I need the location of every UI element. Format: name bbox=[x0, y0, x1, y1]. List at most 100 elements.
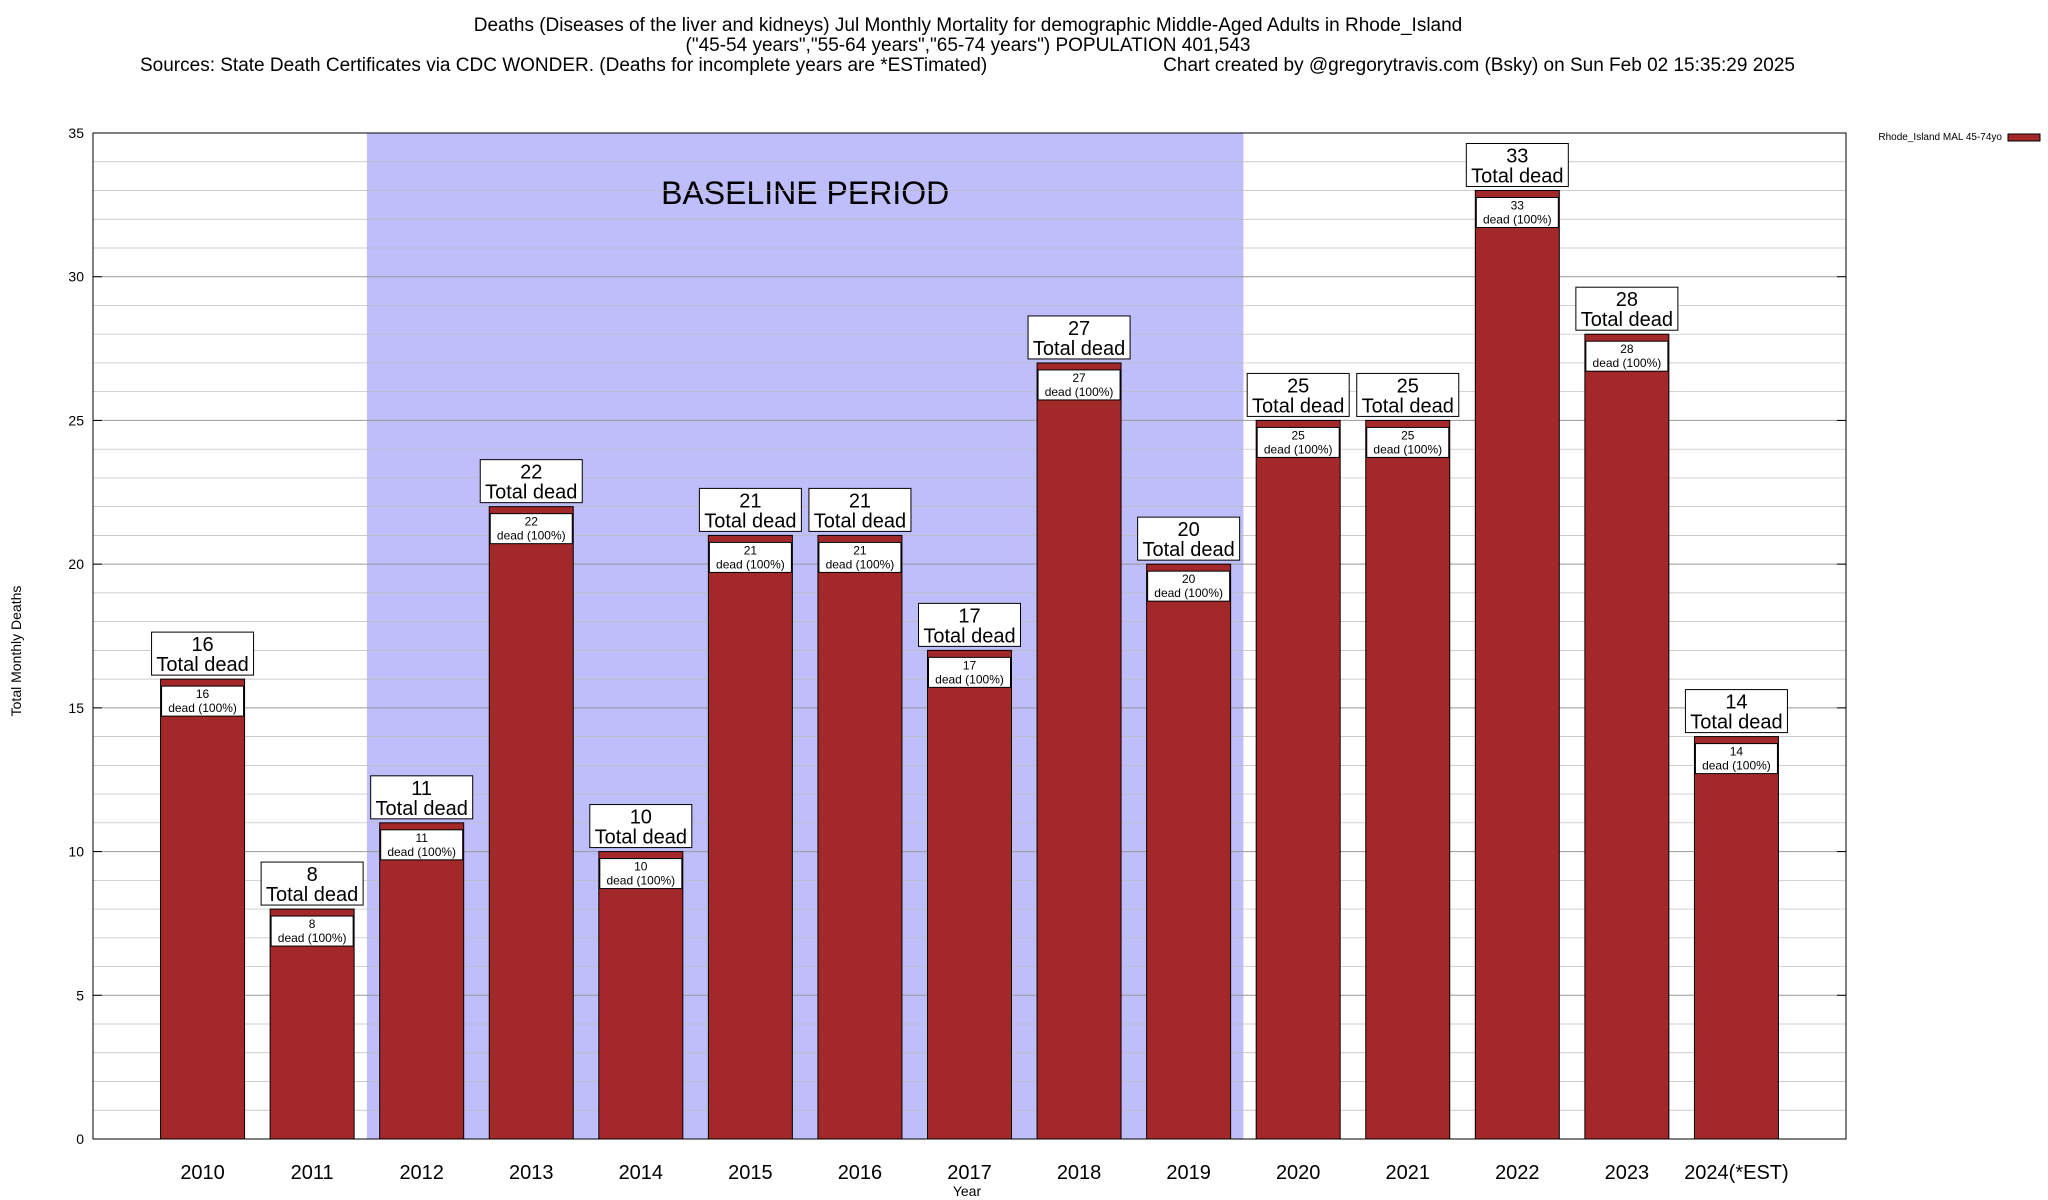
inner-label-box bbox=[1585, 340, 1669, 372]
inner-label-box bbox=[270, 915, 354, 947]
bar bbox=[1036, 362, 1122, 1140]
total-label-box bbox=[698, 487, 802, 532]
inner-value-label: 22 bbox=[525, 515, 539, 529]
x-tick-label: 2013 bbox=[509, 1162, 554, 1184]
total-value-label: 10 bbox=[630, 807, 652, 829]
inner-pct-label: dead (100%) bbox=[1483, 212, 1552, 226]
total-value-label: 33 bbox=[1506, 145, 1528, 167]
x-tick-label: 2020 bbox=[1276, 1162, 1321, 1184]
total-dead-label: Total dead bbox=[1362, 395, 1454, 417]
total-label-box bbox=[370, 775, 474, 820]
inner-label-box bbox=[1475, 196, 1559, 228]
x-tick-label: 2018 bbox=[1057, 1162, 1102, 1184]
total-value-label: 28 bbox=[1616, 289, 1638, 311]
inner-label-box bbox=[599, 858, 683, 890]
total-dead-label: Total dead bbox=[1142, 539, 1234, 561]
bar bbox=[379, 822, 465, 1140]
total-dead-label: Total dead bbox=[1690, 712, 1782, 734]
inner-value-label: 20 bbox=[1182, 572, 1196, 586]
bar bbox=[1255, 419, 1341, 1140]
inner-pct-label: dead (100%) bbox=[716, 557, 785, 571]
total-dead-label: Total dead bbox=[1033, 338, 1125, 360]
total-dead-label: Total dead bbox=[814, 510, 906, 532]
bar bbox=[488, 506, 574, 1140]
x-axis-title: Year bbox=[953, 1183, 982, 1199]
inner-pct-label: dead (100%) bbox=[1373, 442, 1442, 456]
total-value-label: 17 bbox=[958, 605, 980, 627]
inner-label-box bbox=[1366, 426, 1450, 458]
x-tick-label: 2023 bbox=[1605, 1162, 1650, 1184]
total-label-box bbox=[1246, 372, 1350, 417]
x-tick-label: 2011 bbox=[291, 1162, 334, 1184]
total-dead-label: Total dead bbox=[156, 654, 248, 676]
total-label-box bbox=[1137, 516, 1241, 561]
bar bbox=[1693, 736, 1779, 1140]
chart-credit: Chart created by @gregorytravis.com (Bsk… bbox=[1163, 55, 1795, 76]
total-dead-label: Total dead bbox=[704, 510, 796, 532]
total-value-label: 8 bbox=[307, 864, 318, 886]
total-label-box bbox=[1575, 286, 1679, 331]
inner-value-label: 28 bbox=[1620, 342, 1634, 356]
x-tick-label: 2017 bbox=[947, 1162, 992, 1184]
x-tick-label: 2024(*EST) bbox=[1684, 1162, 1789, 1184]
x-tick-label: 2022 bbox=[1495, 1162, 1540, 1184]
y-tick-label: 30 bbox=[68, 269, 84, 285]
y-tick-label: 0 bbox=[76, 1131, 84, 1147]
total-label-box bbox=[1684, 689, 1788, 734]
bar bbox=[1584, 333, 1670, 1140]
total-label-box bbox=[808, 487, 912, 532]
inner-pct-label: dead (100%) bbox=[826, 557, 895, 571]
total-value-label: 21 bbox=[849, 490, 871, 512]
x-tick-label: 2021 bbox=[1386, 1162, 1431, 1184]
legend-label: Rhode_Island MAL 45-74yo bbox=[1878, 132, 2002, 143]
baseline-label: BASELINE PERIOD bbox=[661, 175, 949, 211]
total-dead-label: Total dead bbox=[923, 625, 1015, 647]
y-tick-label: 20 bbox=[68, 556, 84, 572]
y-tick-label: 15 bbox=[68, 700, 84, 716]
total-value-label: 22 bbox=[520, 462, 542, 484]
inner-label-box bbox=[1037, 369, 1121, 401]
y-tick-label: 10 bbox=[68, 844, 84, 860]
total-dead-label: Total dead bbox=[1471, 165, 1563, 187]
total-dead-label: Total dead bbox=[1252, 395, 1344, 417]
inner-label-box bbox=[928, 656, 1011, 688]
inner-value-label: 21 bbox=[853, 543, 867, 557]
bar bbox=[160, 678, 246, 1140]
inner-label-box bbox=[489, 513, 573, 545]
x-tick-label: 2010 bbox=[180, 1162, 225, 1184]
inner-pct-label: dead (100%) bbox=[1593, 356, 1662, 370]
y-axis-title: Total Monthly Deaths bbox=[8, 586, 24, 717]
bar bbox=[817, 534, 903, 1140]
bar bbox=[598, 851, 684, 1140]
inner-label-box bbox=[708, 541, 792, 573]
inner-pct-label: dead (100%) bbox=[278, 931, 347, 945]
x-tick-label: 2014 bbox=[619, 1162, 664, 1184]
inner-value-label: 25 bbox=[1292, 428, 1306, 442]
inner-pct-label: dead (100%) bbox=[1264, 442, 1333, 456]
total-label-box bbox=[1356, 372, 1460, 417]
total-dead-label: Total dead bbox=[376, 798, 468, 820]
total-value-label: 14 bbox=[1725, 692, 1747, 714]
inner-pct-label: dead (100%) bbox=[387, 845, 456, 859]
inner-label-box bbox=[380, 829, 464, 861]
inner-pct-label: dead (100%) bbox=[1154, 586, 1223, 600]
x-tick-label: 2015 bbox=[728, 1162, 773, 1184]
inner-value-label: 27 bbox=[1072, 371, 1086, 385]
total-dead-label: Total dead bbox=[266, 884, 358, 906]
total-value-label: 25 bbox=[1287, 375, 1309, 397]
inner-value-label: 17 bbox=[963, 658, 977, 672]
inner-pct-label: dead (100%) bbox=[1702, 759, 1771, 773]
inner-value-label: 21 bbox=[744, 543, 758, 557]
inner-value-label: 11 bbox=[415, 831, 428, 845]
inner-value-label: 14 bbox=[1730, 745, 1744, 759]
y-tick-label: 5 bbox=[76, 987, 84, 1003]
plot-frame bbox=[92, 132, 1847, 1140]
inner-pct-label: dead (100%) bbox=[497, 529, 566, 543]
total-value-label: 16 bbox=[191, 634, 213, 656]
total-label-box bbox=[1465, 142, 1569, 187]
inner-pct-label: dead (100%) bbox=[1045, 385, 1114, 399]
inner-pct-label: dead (100%) bbox=[168, 701, 237, 715]
bar bbox=[1474, 189, 1560, 1140]
source-note: Sources: State Death Certificates via CD… bbox=[140, 55, 987, 76]
